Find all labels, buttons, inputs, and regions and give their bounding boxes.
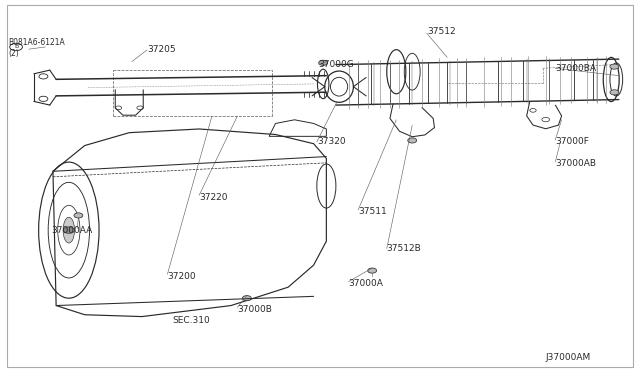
Text: SEC.310: SEC.310 xyxy=(173,316,210,325)
Circle shape xyxy=(368,268,376,273)
Text: 37205: 37205 xyxy=(147,45,175,54)
Text: 37512B: 37512B xyxy=(387,244,422,253)
Text: 37000AA: 37000AA xyxy=(52,226,93,235)
Circle shape xyxy=(408,138,417,143)
Text: B: B xyxy=(14,45,18,49)
Text: 37200: 37200 xyxy=(168,272,196,280)
Text: 37000F: 37000F xyxy=(556,137,589,146)
Text: 37000G: 37000G xyxy=(319,60,355,69)
Circle shape xyxy=(74,213,83,218)
Circle shape xyxy=(319,60,328,65)
Circle shape xyxy=(243,296,252,301)
Text: 37511: 37511 xyxy=(358,207,387,216)
Text: 37000BA: 37000BA xyxy=(556,64,596,73)
Ellipse shape xyxy=(63,217,75,243)
Text: 37000AB: 37000AB xyxy=(556,160,596,169)
Text: 37000A: 37000A xyxy=(349,279,383,288)
Circle shape xyxy=(610,64,619,69)
Text: 37512: 37512 xyxy=(427,27,456,36)
Text: 37000B: 37000B xyxy=(237,305,272,314)
Text: J37000AM: J37000AM xyxy=(546,353,591,362)
Text: B081A6-6121A
(2): B081A6-6121A (2) xyxy=(8,38,65,58)
Circle shape xyxy=(63,227,75,234)
Text: 37220: 37220 xyxy=(199,193,228,202)
Circle shape xyxy=(610,90,619,95)
Text: 37320: 37320 xyxy=(317,137,346,146)
